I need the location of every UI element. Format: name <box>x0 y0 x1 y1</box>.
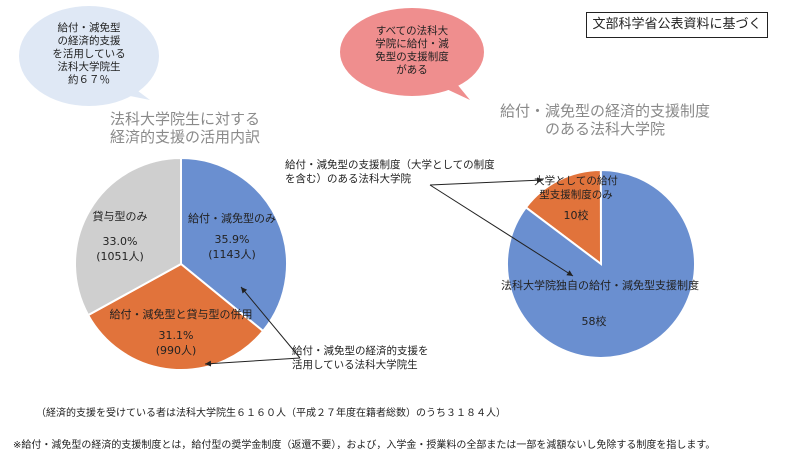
pie-left-slice-0 <box>180 156 288 333</box>
callout-arrow-left-1 <box>240 286 301 359</box>
slice-percent-left-0: 35.9% <box>215 233 250 246</box>
slice-count-right-0: 10校 <box>564 208 589 222</box>
callout-arrow-right-1 <box>429 177 544 186</box>
left-chart-title: 法科大学院生に対する 経済的支援の活用内訳 <box>109 110 260 146</box>
right-bubble-text: すべての法科大 学院に給付・減 免型の支援制度 がある <box>375 25 449 76</box>
callout-arrow-right-2 <box>429 184 574 277</box>
pie-left-slice-1 <box>86 262 265 371</box>
pie-right-slice-1 <box>506 168 696 359</box>
callout-arrow-left-2 <box>204 357 301 367</box>
note-students: （経済的支援を受けている者は法科大学院生６１６０人（平成２７年度在籍者総数）のう… <box>36 408 506 419</box>
slice-count-left-0: (1143人) <box>208 248 256 261</box>
slice-label-right-0-line2: 型支援制度のみ <box>539 188 613 201</box>
pie-chart-right <box>506 168 696 359</box>
left-bubble-text: 給付・減免型 の経済的支援 を活用している 法科大学院生 約６７％ <box>52 22 126 86</box>
slice-count-left-2: (1051人) <box>96 250 144 263</box>
pie-left-slice-2 <box>74 156 182 317</box>
right-bubble <box>340 8 484 100</box>
slice-label-left-1: 給付・減免型と貸与型の併用 <box>110 307 253 321</box>
callout-left: 給付・減免型の経済的支援を 活用している法科大学院生 <box>292 345 429 371</box>
pie-chart-left <box>74 156 288 371</box>
slice-label-right-0-line1: 大学としての給付 <box>534 174 618 187</box>
left-bubble <box>19 6 159 106</box>
slice-label-left-2: 貸与型のみ <box>93 209 148 223</box>
slice-percent-left-1: 31.1% <box>159 329 194 342</box>
slice-count-left-1: (990人) <box>156 344 197 357</box>
callout-right: 給付・減免型の支援制度（大学としての制度 を含む）のある法科大学院 <box>285 159 495 185</box>
slice-percent-left-2: 33.0% <box>103 235 138 248</box>
slice-label-left-0: 給付・減免型のみ <box>188 211 276 225</box>
pie-right-slice-0 <box>524 168 603 267</box>
slice-count-right-1: 58校 <box>582 314 607 328</box>
footnote: ※給付・減免型の経済的支援制度とは，給付型の奨学金制度（返還不要），および，入学… <box>13 440 716 451</box>
source-label: 文部科学省公表資料に基づく <box>586 12 768 38</box>
right-chart-title: 給付・減免型の経済的支援制度 のある法科大学院 <box>499 102 710 138</box>
slice-label-right-1: 法科大学院独自の給付・減免型支援制度 <box>501 278 699 292</box>
